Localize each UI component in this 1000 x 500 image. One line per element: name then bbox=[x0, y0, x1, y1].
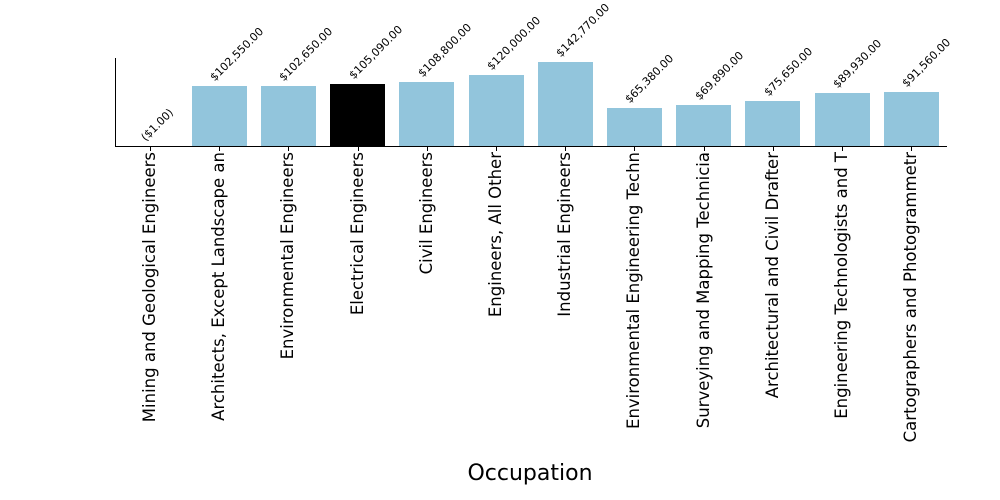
value-label: $102,550.00 bbox=[207, 24, 267, 84]
bar bbox=[537, 62, 593, 146]
bar bbox=[191, 85, 247, 146]
x-tick bbox=[358, 147, 359, 151]
y-axis-line bbox=[115, 58, 116, 147]
value-label: $91,560.00 bbox=[899, 36, 954, 90]
category-label: Surveying and Mapping Technicia bbox=[693, 152, 713, 429]
bar bbox=[676, 104, 732, 146]
category-label: Architects, Except Landscape an bbox=[209, 152, 229, 421]
bar bbox=[745, 101, 801, 146]
value-label: $120,000.00 bbox=[484, 14, 544, 74]
bar bbox=[606, 107, 662, 146]
x-tick bbox=[842, 147, 843, 151]
x-tick bbox=[773, 147, 774, 151]
bar bbox=[330, 84, 386, 146]
value-label: $105,090.00 bbox=[346, 23, 405, 82]
value-label: $108,800.00 bbox=[415, 21, 474, 80]
value-label: $69,890.00 bbox=[692, 48, 746, 103]
x-tick bbox=[704, 147, 705, 151]
bar bbox=[468, 75, 524, 146]
x-axis-title: Occupation bbox=[467, 461, 593, 486]
value-label: $142,770.00 bbox=[553, 1, 613, 60]
category-label: Architectural and Civil Drafter bbox=[762, 152, 782, 399]
category-label: Engineers, All Other bbox=[486, 152, 505, 318]
x-tick bbox=[634, 147, 635, 151]
category-label: Engineering Technologists and T bbox=[832, 152, 851, 419]
bar bbox=[814, 93, 870, 146]
x-tick bbox=[565, 147, 566, 151]
category-label: Electrical Engineers bbox=[347, 152, 367, 316]
value-label: $102,650.00 bbox=[276, 24, 336, 84]
category-label: Environmental Engineering Techn bbox=[624, 152, 644, 429]
value-label: ($1.00) bbox=[138, 106, 177, 144]
x-axis-line bbox=[115, 146, 947, 147]
x-tick bbox=[427, 147, 428, 151]
category-label: Mining and Geological Engineers bbox=[140, 152, 159, 423]
category-label: Cartographers and Photogrammetr bbox=[901, 152, 921, 443]
category-label: Environmental Engineers bbox=[278, 152, 298, 360]
bar bbox=[883, 92, 939, 146]
category-label: Industrial Engineers bbox=[555, 152, 575, 317]
x-tick bbox=[150, 147, 151, 151]
x-tick bbox=[496, 147, 497, 151]
value-label: $89,930.00 bbox=[830, 37, 885, 91]
bar bbox=[399, 81, 455, 146]
value-label: $65,380.00 bbox=[622, 51, 677, 106]
value-label: $75,650.00 bbox=[761, 45, 816, 100]
x-tick bbox=[911, 147, 912, 151]
category-label: Civil Engineers bbox=[416, 152, 436, 275]
x-tick bbox=[219, 147, 220, 151]
bar bbox=[260, 85, 316, 146]
x-tick bbox=[288, 147, 289, 151]
